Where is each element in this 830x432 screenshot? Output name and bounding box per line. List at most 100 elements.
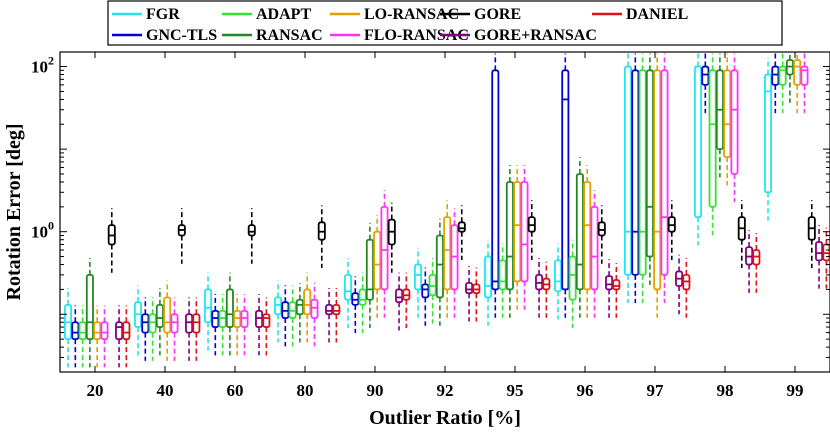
- box-ransac: [435, 234, 444, 299]
- box-lo-ransac: [583, 181, 592, 291]
- box-adapt: [708, 69, 717, 208]
- y-tick-base: 10: [31, 223, 48, 242]
- legend-label: GNC-TLS: [146, 27, 217, 44]
- x-tick-label: 80: [297, 381, 314, 400]
- box-adapt: [78, 321, 87, 341]
- box-gore-ransac: [115, 321, 124, 341]
- y-tick-base: 10: [31, 58, 48, 77]
- box-daniel: [192, 313, 201, 334]
- box-gore-ransac: [465, 281, 474, 295]
- legend-label: GORE: [474, 6, 521, 23]
- box-lo-ransac: [163, 296, 172, 334]
- box-plots: [64, 52, 830, 368]
- box-fgr: [274, 296, 283, 316]
- box-gore: [457, 221, 466, 233]
- box-ransac: [85, 273, 94, 341]
- box-adapt: [498, 259, 507, 291]
- box-flo-ransac: [520, 181, 529, 283]
- legend-label: RANSAC: [256, 27, 323, 44]
- box-lo-ransac: [653, 69, 662, 291]
- x-tick-label: 99: [787, 381, 804, 400]
- box-gnc-tls: [71, 321, 80, 341]
- box-gnc-tls: [211, 309, 220, 328]
- box-gore-ransac: [255, 309, 264, 328]
- box-fgr: [624, 65, 633, 276]
- box-flo-ransac: [590, 205, 599, 291]
- box-flo-ransac: [170, 313, 179, 334]
- box-lo-ransac: [93, 321, 102, 341]
- box-fgr: [694, 65, 703, 219]
- box-ransac: [365, 238, 374, 301]
- box-adapt: [638, 69, 647, 276]
- box-flo-ransac: [100, 321, 109, 341]
- box-lo-ransac: [793, 59, 802, 86]
- box-gore-ransac: [185, 313, 194, 334]
- box-fgr: [414, 263, 423, 291]
- box-flo-ransac: [660, 69, 669, 276]
- y-axis-title: Rotation Error [deg]: [3, 123, 25, 300]
- box-fgr: [764, 73, 773, 194]
- box-lo-ransac: [233, 309, 242, 328]
- box-adapt: [778, 65, 787, 86]
- box-lo-ransac: [723, 69, 732, 159]
- x-ticks: 20 40 60 80 90 92 95 96 97 98 99: [87, 52, 804, 400]
- box-adapt: [148, 313, 157, 334]
- box-gore-ransac: [605, 275, 614, 291]
- x-tick-label: 98: [717, 381, 734, 400]
- box-fgr: [344, 273, 353, 301]
- box-daniel: [332, 303, 341, 316]
- box-adapt: [218, 309, 227, 328]
- y-tick-label: 100: [31, 219, 54, 242]
- y-tick-exponent: 2: [48, 54, 54, 68]
- x-tick-label: 40: [157, 381, 174, 400]
- legend-label: ADAPT: [256, 6, 311, 23]
- box-gore-ransac: [325, 303, 334, 316]
- box-fgr: [204, 288, 213, 324]
- box-ransac: [505, 181, 514, 291]
- box-gore-ransac: [395, 288, 404, 304]
- box-gnc-tls: [141, 313, 150, 334]
- x-tick-label: 92: [437, 381, 454, 400]
- box-adapt: [428, 273, 437, 297]
- x-tick-label: 96: [577, 381, 594, 400]
- box-ransac: [295, 298, 304, 316]
- legend-label: LO-RANSAC: [364, 6, 459, 23]
- box-ransac: [575, 173, 584, 291]
- box-gnc-tls: [701, 65, 710, 86]
- box-flo-ransac: [730, 69, 739, 175]
- box-gnc-tls: [491, 69, 500, 291]
- box-fgr: [484, 255, 493, 299]
- box-lo-ransac: [303, 288, 312, 316]
- box-flo-ransac: [310, 298, 319, 319]
- box-lo-ransac: [443, 216, 452, 291]
- box-gnc-tls: [421, 283, 430, 299]
- x-tick-label: 95: [507, 381, 524, 400]
- x-tick-label: 97: [647, 381, 665, 400]
- y-tick-label: 102: [31, 54, 54, 77]
- box-ransac: [155, 303, 164, 328]
- legend: FGR ADAPT LO-RANSAC GORE DANIEL GNC-TLS RANSAC…: [107, 0, 783, 46]
- y-tick-exponent: 0: [48, 219, 54, 233]
- box-flo-ransac: [240, 309, 249, 328]
- legend-label: GORE+RANSAC: [474, 27, 597, 44]
- legend-label: DANIEL: [626, 6, 688, 23]
- box-flo-ransac: [380, 205, 389, 291]
- box-gore-ransac: [815, 241, 824, 262]
- plot-frame: [59, 51, 830, 373]
- box-ransac: [225, 288, 234, 328]
- legend-label: FLO-RANSAC: [364, 27, 469, 44]
- box-gnc-tls: [631, 69, 640, 276]
- box-daniel: [122, 321, 131, 341]
- box-lo-ransac: [513, 181, 522, 283]
- x-tick-label: 60: [227, 381, 244, 400]
- box-gore: [597, 221, 606, 237]
- box-flo-ransac: [800, 65, 809, 86]
- legend-label: FGR: [146, 6, 180, 23]
- box-gore: [247, 224, 256, 237]
- x-tick-label: 90: [367, 381, 384, 400]
- x-axis-title: Outlier Ratio [%]: [369, 407, 521, 429]
- x-tick-label: 20: [87, 381, 104, 400]
